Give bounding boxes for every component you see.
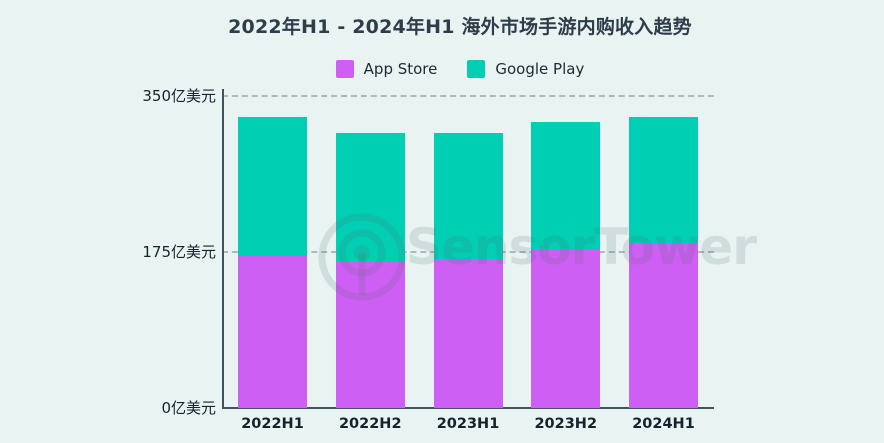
x-tick-2023H2: 2023H2 <box>534 416 598 432</box>
y-tick-0: 0亿美元 <box>161 399 216 417</box>
bar-segment-2024H1-app-store[interactable] <box>629 243 698 408</box>
bar-segment-2022H1-app-store[interactable] <box>238 256 307 408</box>
google-play-swatch-icon <box>467 60 486 78</box>
chart-title: 2022年H1 - 2024年H1 海外市场手游内购收入趋势 <box>228 16 692 38</box>
x-tick-2024H1: 2024H1 <box>632 416 695 432</box>
x-axis-line <box>222 407 714 409</box>
gridline-350 <box>222 95 714 97</box>
y-axis-line <box>222 89 224 408</box>
legend-item-google-play[interactable]: Google Play <box>467 60 584 78</box>
bar-2022H1[interactable] <box>238 117 307 408</box>
legend: App Store Google Play <box>36 60 884 78</box>
plot-area <box>223 96 713 408</box>
x-tick-2022H2: 2022H2 <box>338 416 402 432</box>
x-tick-2022H1: 2022H1 <box>241 416 304 432</box>
bar-segment-2022H2-app-store[interactable] <box>335 261 405 408</box>
legend-label-app-store: App Store <box>363 60 438 78</box>
bar-segment-2022H1-google-play[interactable] <box>238 117 307 257</box>
bar-segment-2024H1-google-play[interactable] <box>629 117 698 244</box>
bar-segment-2023H2-google-play[interactable] <box>531 121 601 250</box>
legend-label-google-play: Google Play <box>495 60 585 78</box>
y-tick-350: 350亿美元 <box>142 87 216 105</box>
bar-2023H2[interactable] <box>531 121 601 408</box>
app-store-swatch-icon <box>335 60 354 78</box>
bar-2023H1[interactable] <box>433 133 503 408</box>
bar-segment-2023H2-app-store[interactable] <box>531 249 601 408</box>
bar-segment-2023H1-google-play[interactable] <box>433 133 503 260</box>
bar-2024H1[interactable] <box>629 117 698 408</box>
x-tick-2023H1: 2023H1 <box>436 416 500 432</box>
bar-segment-2022H2-google-play[interactable] <box>335 133 405 262</box>
bar-segment-2023H1-app-store[interactable] <box>433 259 503 408</box>
y-tick-175: 175亿美元 <box>142 243 216 261</box>
bar-2022H2[interactable] <box>335 133 405 408</box>
legend-item-app-store[interactable]: App Store <box>335 60 438 78</box>
